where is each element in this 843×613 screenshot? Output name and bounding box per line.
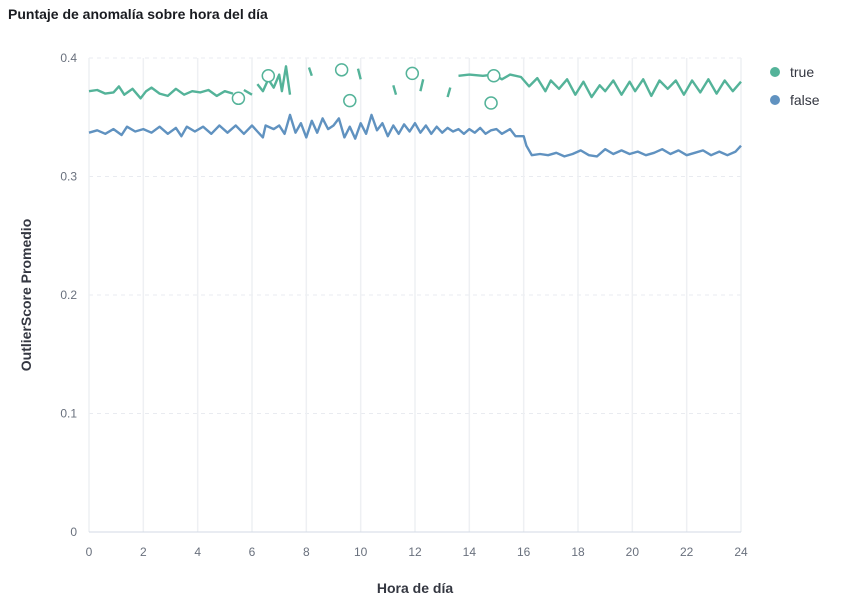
x-tick-label: 10	[354, 545, 368, 559]
y-tick-label: 0.1	[60, 407, 77, 421]
series-line-true[interactable]	[458, 73, 742, 99]
x-tick-label: 2	[140, 545, 147, 559]
chart-title: Puntaje de anomalía sobre hora del día	[8, 6, 268, 22]
series-false	[88, 113, 742, 158]
legend-item-false[interactable]: false	[770, 86, 820, 114]
legend-label-false: false	[790, 92, 820, 108]
data-point-true[interactable]	[231, 91, 246, 106]
data-point-true[interactable]	[405, 66, 420, 81]
x-axis-title: Hora de día	[377, 580, 453, 596]
series-line-true[interactable]	[446, 87, 452, 98]
legend-label-true: true	[790, 64, 815, 80]
y-tick-label: 0	[70, 525, 77, 539]
x-tick-label: 16	[517, 545, 531, 559]
data-point-true[interactable]	[261, 69, 276, 83]
x-tick-label: 22	[680, 545, 694, 559]
legend: true false	[770, 58, 820, 114]
series-line-true[interactable]	[307, 67, 313, 77]
x-tick-label: 18	[571, 545, 585, 559]
y-tick-label: 0.2	[60, 288, 77, 302]
series-line-true[interactable]	[419, 79, 425, 92]
series-true	[88, 63, 742, 110]
x-tick-label: 24	[734, 545, 748, 559]
series-line-false[interactable]	[88, 113, 742, 158]
x-axis-ticks: 0 2 4 6 8 10 12 14 16 18 20 22 24	[86, 545, 748, 559]
data-point-true[interactable]	[487, 69, 501, 83]
legend-dot-true-icon	[770, 67, 780, 77]
legend-item-true[interactable]: true	[770, 58, 820, 86]
data-point-true[interactable]	[484, 96, 498, 110]
y-axis-title: OutlierScore Promedio	[18, 219, 34, 371]
series-line-true[interactable]	[392, 84, 398, 96]
series-line-true[interactable]	[256, 65, 292, 95]
legend-dot-false-icon	[770, 95, 780, 105]
series-layer	[88, 63, 742, 158]
data-point-true[interactable]	[334, 63, 349, 77]
y-tick-label: 0.4	[60, 51, 77, 65]
x-tick-label: 4	[194, 545, 201, 559]
x-tick-label: 20	[626, 545, 640, 559]
x-tick-label: 14	[463, 545, 477, 559]
data-point-true[interactable]	[343, 93, 357, 108]
y-tick-label: 0.3	[60, 170, 77, 184]
grid-lines	[88, 57, 742, 532]
series-line-true[interactable]	[88, 85, 234, 100]
x-tick-label: 6	[249, 545, 256, 559]
x-tick-label: 0	[86, 545, 93, 559]
series-line-true[interactable]	[243, 88, 253, 96]
series-line-true[interactable]	[356, 68, 362, 80]
x-tick-label: 12	[408, 545, 422, 559]
y-axis-ticks: 0 0.1 0.2 0.3 0.4	[60, 51, 77, 539]
x-tick-label: 8	[303, 545, 310, 559]
